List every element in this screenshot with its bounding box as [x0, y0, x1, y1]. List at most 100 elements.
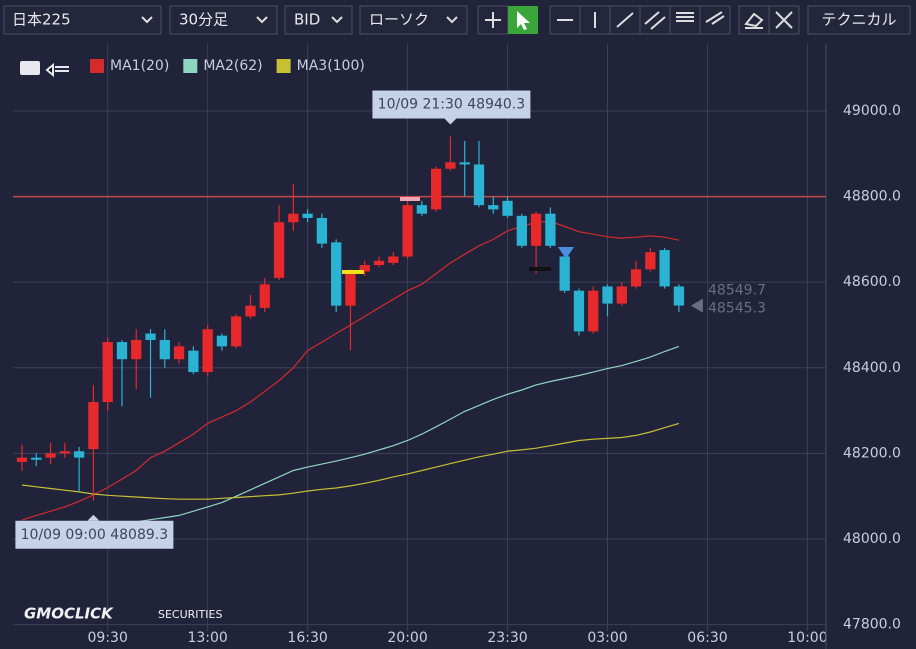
- candle-body: [31, 457, 42, 460]
- erase-all-icon: [775, 11, 793, 29]
- candle-body: [645, 252, 656, 270]
- x-tick-label: 23:30: [487, 630, 527, 646]
- candle-body: [530, 213, 542, 246]
- technical: テクニカル: [821, 11, 896, 29]
- caret: [141, 16, 153, 24]
- price-label: 48545.3: [708, 301, 766, 317]
- toolbar: 日本225 30分足 BID ローソク テクニカル: [3, 5, 911, 35]
- candle-body: [116, 342, 128, 360]
- candle-body: [588, 290, 599, 332]
- x-tick-label: 03:00: [587, 630, 627, 646]
- comment-icon[interactable]: [20, 61, 40, 75]
- logo-sub: SECURITIES: [158, 608, 222, 621]
- candle-body: [302, 213, 313, 218]
- side-select[interactable]: [284, 5, 353, 35]
- fr-icon: [676, 12, 694, 22]
- candle-body: [216, 335, 228, 347]
- candle-body: [430, 168, 442, 210]
- interval: 30分足: [179, 11, 228, 29]
- candle-body: [245, 305, 256, 317]
- caret: [446, 16, 458, 24]
- candle-body: [502, 200, 513, 216]
- erase-button[interactable]: [738, 5, 770, 35]
- side: BID: [294, 11, 320, 29]
- signal-marker: [558, 247, 574, 259]
- x-tick-label: 06:30: [687, 630, 727, 646]
- style: ローソク: [369, 11, 429, 29]
- y-tick-label: 48000.0: [843, 531, 901, 547]
- annotation-pointer: [444, 118, 457, 125]
- candle-body: [331, 242, 342, 306]
- ma-line: [21, 422, 680, 500]
- pointer-icon: [517, 11, 530, 30]
- candle-body: [188, 350, 199, 373]
- candle-body: [145, 333, 156, 340]
- symbol: 日本225: [12, 11, 71, 29]
- candle-body: [488, 205, 499, 210]
- candle-body: [59, 451, 70, 454]
- candle-body: [459, 162, 470, 165]
- candle-body: [516, 215, 527, 246]
- annotation-box: [15, 520, 174, 549]
- candle-body: [573, 290, 585, 332]
- ff-button[interactable]: [699, 5, 731, 35]
- candle-body: [159, 339, 170, 360]
- candle-body: [345, 273, 356, 306]
- candle-body: [273, 222, 285, 278]
- candle-body: [630, 269, 642, 287]
- logo: GMOCLICK: [24, 605, 114, 623]
- legend-swatch: [183, 59, 198, 73]
- legend-label: MA2(62): [203, 58, 262, 74]
- candle-body: [316, 217, 328, 244]
- candle-body: [73, 451, 85, 458]
- x-tick-label: 16:30: [287, 630, 327, 646]
- symbol-select[interactable]: [3, 5, 162, 35]
- candle-body: [416, 205, 427, 214]
- candle-body: [231, 316, 242, 347]
- candle-body: [616, 286, 627, 304]
- legend-label: MA3(100): [297, 58, 365, 74]
- trendline-icon: [616, 12, 634, 28]
- candle-body: [559, 256, 570, 291]
- candle-body: [402, 205, 413, 257]
- annotation-text: 10/09 09:00 48089.3: [21, 527, 169, 543]
- legend-toggle-icon[interactable]: [45, 62, 69, 78]
- x-tick-label: 20:00: [387, 630, 427, 646]
- x-tick-label: 10:00: [787, 630, 827, 646]
- candle-body: [673, 286, 685, 306]
- caret: [256, 16, 268, 24]
- x-tick-label: 09:30: [88, 630, 128, 646]
- annotation-pointer: [87, 514, 100, 521]
- crosshair-icon: [485, 12, 501, 28]
- legend-swatch: [276, 59, 291, 73]
- caret: [331, 16, 343, 24]
- annotation-text: 10/09 21:30 48940.3: [378, 97, 526, 113]
- candle-body: [359, 265, 370, 272]
- channel-button[interactable]: [639, 5, 671, 35]
- candle-body: [45, 453, 56, 458]
- candle-body: [202, 329, 213, 373]
- candle-body: [388, 256, 399, 263]
- technical-button[interactable]: [807, 5, 911, 35]
- channel-icon: [644, 11, 666, 30]
- legend-swatch: [90, 59, 104, 73]
- y-tick-label: 48600.0: [843, 274, 901, 290]
- y-tick-label: 48400.0: [843, 360, 901, 376]
- candle-body: [288, 213, 299, 223]
- candle-body: [88, 402, 99, 450]
- candle-body: [545, 213, 556, 246]
- candle-body: [659, 250, 670, 287]
- candle-body: [445, 162, 456, 169]
- plot-area: 47800.0 48000.0 48200.0 48400.0 48600.0 48800…: [13, 44, 901, 646]
- ff-icon: [705, 11, 725, 25]
- y-tick-label: 49000.0: [843, 103, 901, 119]
- candle-body: [102, 342, 113, 403]
- candle-body: [373, 260, 385, 266]
- price-pointer: [690, 298, 703, 313]
- candle-body: [259, 284, 270, 308]
- legend-label: MA1(20): [110, 58, 169, 74]
- candle-body: [173, 346, 185, 360]
- annotation-box: [372, 90, 531, 119]
- y-tick-label: 48800.0: [843, 189, 901, 205]
